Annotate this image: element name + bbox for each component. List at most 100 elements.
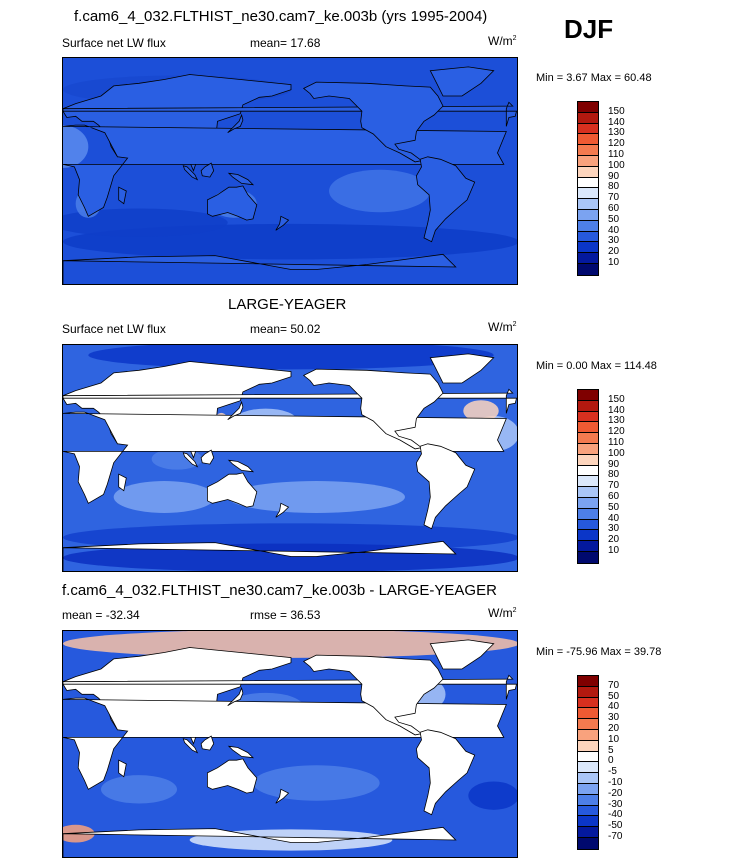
colorbar-tick-label: 150 (608, 393, 625, 405)
continent-outline (302, 368, 444, 450)
colorbar-tick-label: 80 (608, 181, 620, 193)
colorbar-swatch (578, 188, 598, 200)
map-canvas (63, 345, 517, 571)
colorbar-swatch (578, 220, 598, 232)
contour-region (101, 775, 177, 804)
colorbar-tick-label: 20 (608, 723, 620, 734)
colorbar-swatch (578, 242, 598, 254)
colorbar-tick-label: 5 (608, 744, 614, 756)
continent-outline (227, 400, 244, 421)
continent-outline (429, 66, 495, 97)
continent-outline (227, 172, 255, 186)
colorbar-swatch (578, 530, 598, 542)
panel-2-title: LARGE-YEAGER (228, 296, 347, 313)
colorbar-swatch (578, 676, 598, 687)
colorbar-swatch (578, 145, 598, 156)
colorbar-swatch (578, 253, 598, 264)
continent-outline (429, 639, 495, 670)
contour-region (463, 400, 499, 422)
panel-2-units: W/m2 (488, 320, 517, 334)
colorbar-swatch (578, 805, 598, 817)
continent-outline (275, 502, 290, 518)
colorbar-swatch (578, 390, 598, 401)
panel-1-mean: mean= 17.68 (250, 36, 321, 50)
continent-outline (200, 735, 215, 751)
panel-3-mean: mean = -32.34 (62, 608, 140, 622)
colorbar-swatch (578, 719, 598, 730)
colorbar-tick-label: 60 (608, 203, 620, 214)
map-canvas (63, 58, 517, 284)
colorbar-tick-label: -20 (608, 787, 623, 799)
continent-outline (118, 473, 127, 492)
continent-outline (415, 443, 476, 530)
contour-region (113, 481, 215, 513)
colorbar-swatch (578, 231, 598, 243)
continent-outline (207, 472, 258, 508)
colorbar-tick-label: 90 (608, 458, 620, 470)
continent-outline (118, 759, 127, 778)
colorbar-tick-label: 50 (608, 213, 620, 225)
continent-outline (227, 686, 244, 707)
colorbar-swatch (578, 102, 598, 113)
panel-1-variable-label: Surface net LW flux (62, 36, 166, 50)
continent-outline (415, 729, 476, 816)
colorbar-swatch (578, 762, 598, 774)
colorbar-swatch (578, 541, 598, 552)
colorbar-tick-label: 70 (608, 192, 620, 204)
colorbar-tick-label: 120 (608, 138, 625, 150)
colorbar-swatch (578, 783, 598, 795)
colorbar-tick-label: 20 (608, 534, 620, 546)
colorbar-tick-label: 70 (608, 679, 620, 691)
colorbar-tick-label: 130 (608, 415, 625, 427)
colorbar-swatch (578, 773, 598, 784)
panel-2-minmax: Min = 0.00 Max = 114.48 (536, 360, 657, 372)
continent-outline (429, 353, 495, 384)
contour-region (227, 481, 405, 513)
contour-region (329, 169, 431, 213)
colorbar-tick-label: 40 (608, 224, 620, 236)
continent-outline (182, 738, 199, 754)
colorbar-swatch (578, 400, 598, 412)
colorbar-tick-label: 90 (608, 170, 620, 182)
continent-outline (275, 215, 290, 231)
colorbar-swatch (578, 827, 598, 838)
colorbar-tick-label: 30 (608, 712, 620, 724)
colorbar-swatch (578, 740, 598, 752)
colorbar-tick-label: -5 (608, 766, 617, 778)
colorbar-swatch (578, 487, 598, 498)
panel-3-colorbar (577, 675, 599, 850)
colorbar-tick-label: 30 (608, 523, 620, 535)
colorbar-tick-label: 50 (608, 501, 620, 513)
map-canvas (63, 631, 517, 857)
panel-1-minmax: Min = 3.67 Max = 60.48 (536, 72, 652, 84)
colorbar-swatch (578, 123, 598, 135)
colorbar-swatch (578, 433, 598, 444)
colorbar-tick-label: 120 (608, 426, 625, 438)
contour-region (151, 448, 203, 470)
continent-outline (227, 745, 255, 759)
colorbar-tick-label: 70 (608, 480, 620, 492)
colorbar-tick-label: 40 (608, 701, 620, 713)
colorbar-tick-label: -40 (608, 809, 623, 821)
colorbar-swatch (578, 476, 598, 488)
colorbar-tick-label: 60 (608, 491, 620, 502)
colorbar-tick-label: 30 (608, 235, 620, 247)
colorbar-swatch (578, 751, 598, 763)
colorbar-swatch (578, 708, 598, 720)
panel-3-map (62, 630, 518, 858)
panel-1-colorbar (577, 101, 599, 276)
contour-region (468, 781, 517, 810)
panel-1-map (62, 57, 518, 285)
continent-outline (275, 788, 290, 804)
colorbar-swatch (578, 837, 598, 849)
colorbar-tick-label: 50 (608, 690, 620, 702)
contour-region (253, 765, 380, 801)
continent-outline (227, 113, 244, 134)
colorbar-tick-label: -70 (608, 831, 623, 842)
continent-outline (302, 654, 444, 736)
colorbar-swatch (578, 411, 598, 423)
colorbar-swatch (578, 443, 598, 455)
colorbar-swatch (578, 519, 598, 531)
colorbar-swatch (578, 155, 598, 167)
panel-3-units: W/m2 (488, 606, 517, 620)
